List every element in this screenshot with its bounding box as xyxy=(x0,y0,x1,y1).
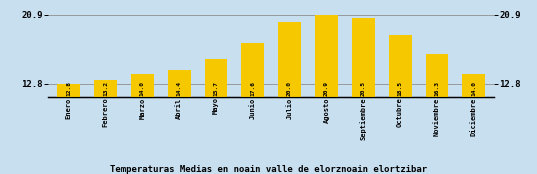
Text: 14.0: 14.0 xyxy=(471,81,476,96)
Bar xyxy=(57,84,80,97)
Bar xyxy=(352,84,375,97)
Text: 14.0: 14.0 xyxy=(140,81,145,96)
Bar xyxy=(425,84,448,97)
Text: 20.0: 20.0 xyxy=(287,81,292,96)
Bar xyxy=(168,70,191,97)
Text: 12.8: 12.8 xyxy=(66,81,71,96)
Text: Temperaturas Medias en noain valle de elorznoain elortzibar: Temperaturas Medias en noain valle de el… xyxy=(110,165,427,174)
Bar xyxy=(168,84,191,97)
Bar xyxy=(462,84,485,97)
Bar xyxy=(241,84,264,97)
Bar xyxy=(241,43,264,97)
Bar xyxy=(205,84,227,97)
Bar xyxy=(205,59,227,97)
Bar xyxy=(278,84,301,97)
Text: 15.7: 15.7 xyxy=(213,81,219,96)
Bar xyxy=(57,84,80,97)
Text: 14.4: 14.4 xyxy=(177,81,182,96)
Bar xyxy=(462,74,485,97)
Text: 13.2: 13.2 xyxy=(103,81,108,96)
Bar xyxy=(315,84,338,97)
Bar xyxy=(389,84,411,97)
Text: 20.9: 20.9 xyxy=(324,81,329,96)
Bar xyxy=(278,22,301,97)
Bar xyxy=(389,35,411,97)
Bar xyxy=(94,84,117,97)
Text: 16.3: 16.3 xyxy=(434,81,439,96)
Text: 17.6: 17.6 xyxy=(250,81,255,96)
Bar xyxy=(315,15,338,97)
Text: 18.5: 18.5 xyxy=(397,81,403,96)
Bar xyxy=(131,74,154,97)
Bar xyxy=(425,54,448,97)
Bar xyxy=(352,18,375,97)
Bar xyxy=(131,84,154,97)
Text: 20.5: 20.5 xyxy=(361,81,366,96)
Bar xyxy=(94,80,117,97)
